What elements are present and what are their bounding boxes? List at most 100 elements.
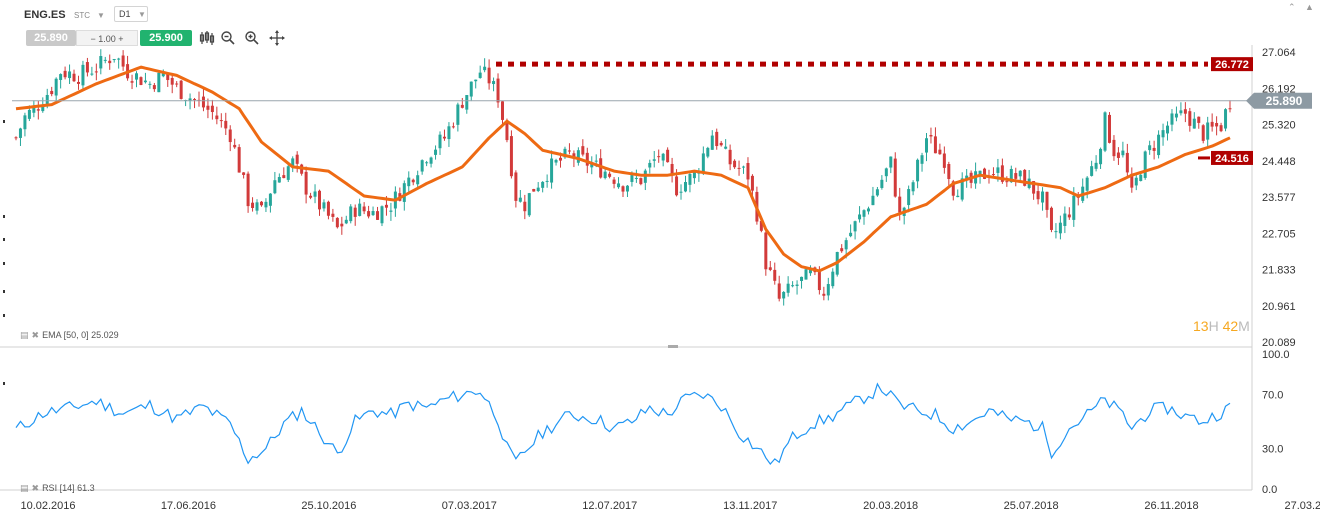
candle-body bbox=[233, 144, 237, 148]
candle-body bbox=[822, 293, 826, 296]
candle-body bbox=[36, 109, 40, 111]
candle-body bbox=[590, 163, 594, 168]
rsi-layer bbox=[15, 382, 1231, 465]
candle-body bbox=[451, 126, 455, 128]
candle-body bbox=[916, 159, 920, 182]
settings-icon[interactable]: ▤ bbox=[20, 330, 29, 340]
candle-body bbox=[389, 210, 393, 212]
candle-body bbox=[425, 162, 429, 164]
candle-body bbox=[1134, 177, 1138, 186]
time-tick-label: 10.02.2016 bbox=[20, 500, 75, 512]
plus-icon[interactable]: + bbox=[118, 34, 124, 44]
candle-body bbox=[1188, 111, 1192, 126]
timeframe-select[interactable]: D1 ▼ bbox=[114, 6, 148, 22]
candle-body bbox=[786, 283, 790, 293]
candle-body bbox=[724, 146, 728, 149]
candle-body bbox=[875, 189, 879, 196]
sell-price-button[interactable]: 25.890 bbox=[26, 30, 76, 46]
candle-body bbox=[1125, 152, 1129, 173]
candle-body bbox=[362, 206, 366, 212]
timer-hours-unit: H bbox=[1208, 318, 1219, 334]
axis-marker bbox=[3, 238, 5, 241]
candle-body bbox=[130, 81, 134, 83]
resistance-price-tag bbox=[1211, 57, 1253, 72]
timer-minutes: 42 bbox=[1222, 318, 1239, 334]
candle-body bbox=[1099, 148, 1103, 165]
candle-body bbox=[251, 202, 255, 208]
candle-body bbox=[384, 204, 388, 208]
candle-body bbox=[884, 168, 888, 177]
timer-minutes-unit: M bbox=[1238, 318, 1250, 334]
candle-body bbox=[1228, 108, 1232, 110]
axis-marker bbox=[3, 215, 5, 218]
candles-icon[interactable] bbox=[198, 30, 216, 48]
candle-body bbox=[514, 172, 518, 201]
candle-body bbox=[344, 219, 348, 224]
minimize-icon[interactable]: ⌃ bbox=[1288, 2, 1296, 12]
candle-body bbox=[782, 291, 786, 299]
chevron-down-icon: ▼ bbox=[138, 10, 146, 19]
category-label: STC bbox=[74, 11, 90, 20]
candle-body bbox=[688, 173, 692, 185]
candle-body bbox=[143, 80, 147, 83]
candle-body bbox=[353, 207, 357, 217]
candle-body bbox=[201, 96, 205, 108]
candle-body bbox=[367, 211, 371, 217]
candle-body bbox=[911, 182, 915, 192]
candle-body bbox=[625, 185, 629, 192]
candle-body bbox=[434, 149, 438, 155]
candle-body bbox=[27, 109, 31, 119]
candle-body bbox=[1032, 181, 1036, 194]
candle-body bbox=[349, 206, 353, 222]
rsi-indicator-label[interactable]: ▤ ✖ RSI [14] 61.3 bbox=[20, 483, 95, 494]
time-tick-label: 12.07.2017 bbox=[582, 500, 637, 512]
candle-body bbox=[295, 154, 299, 164]
candle-body bbox=[733, 160, 737, 168]
candle-body bbox=[581, 146, 585, 155]
time-tick-label: 17.06.2016 bbox=[161, 500, 216, 512]
candle-body bbox=[1054, 231, 1058, 233]
candle-body bbox=[1215, 123, 1219, 127]
candle-body bbox=[1197, 116, 1201, 123]
candle-body bbox=[728, 149, 732, 165]
candle-body bbox=[32, 105, 36, 113]
price-tick-label: 27.064 bbox=[1262, 47, 1296, 59]
chevron-down-icon[interactable]: ▼ bbox=[97, 11, 105, 20]
buy-price-button[interactable]: 25.900 bbox=[140, 30, 192, 46]
candle-body bbox=[773, 269, 777, 281]
minus-icon[interactable]: − bbox=[90, 34, 96, 44]
candle-body bbox=[1143, 151, 1147, 178]
time-tick-label: 27.03.2019 bbox=[1284, 500, 1320, 512]
candle-body bbox=[135, 73, 139, 80]
candle-body bbox=[255, 202, 259, 211]
candle-body bbox=[402, 183, 406, 202]
rsi-tick-label: 0.0 bbox=[1262, 484, 1277, 496]
candle-body bbox=[630, 175, 634, 182]
axis-marker bbox=[3, 314, 5, 317]
candle-body bbox=[768, 267, 772, 270]
time-tick-label: 07.03.2017 bbox=[442, 500, 497, 512]
close-icon[interactable]: ▲ bbox=[1305, 2, 1314, 12]
candle-body bbox=[166, 73, 170, 81]
candle-body bbox=[447, 126, 451, 140]
candle-body bbox=[380, 206, 384, 224]
zoom-out-icon[interactable] bbox=[219, 30, 237, 48]
candle-body bbox=[309, 195, 313, 198]
crosshair-icon[interactable] bbox=[268, 30, 286, 48]
candle-body bbox=[81, 64, 85, 86]
quantity-field[interactable]: − 1.00 + bbox=[76, 30, 138, 46]
zoom-in-icon[interactable] bbox=[243, 30, 261, 48]
candle-body bbox=[1157, 134, 1161, 156]
ema-indicator-label[interactable]: ▤ ✖ EMA [50, 0] 25.029 bbox=[20, 330, 119, 341]
candle-body bbox=[99, 56, 103, 69]
settings-icon[interactable]: ▤ bbox=[20, 483, 29, 493]
candle-body bbox=[500, 101, 504, 120]
candle-body bbox=[407, 177, 411, 187]
remove-icon[interactable]: ✖ bbox=[31, 330, 40, 340]
remove-icon[interactable]: ✖ bbox=[31, 483, 40, 493]
candle-body bbox=[496, 78, 500, 103]
candle-body bbox=[576, 150, 580, 163]
resistance-price-text: 26.772 bbox=[1215, 59, 1249, 71]
candle-body bbox=[1107, 114, 1111, 143]
